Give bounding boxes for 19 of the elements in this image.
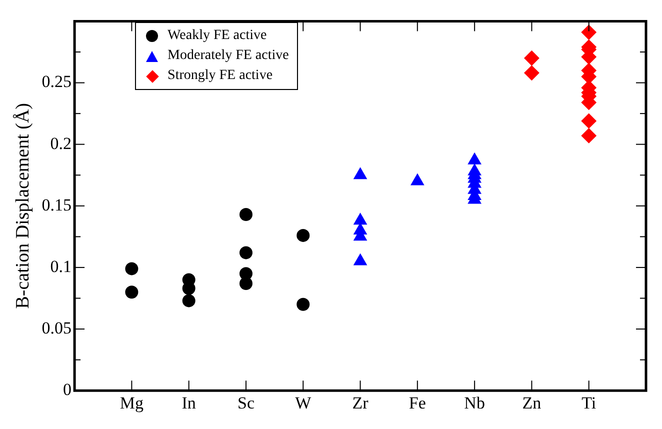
y-axis-title: B-cation Displacement (Å) <box>12 103 34 309</box>
x-tick-label: W <box>295 393 312 412</box>
legend-label: Strongly FE active <box>168 67 273 86</box>
x-tick-label: Fe <box>408 393 426 412</box>
x-tick-label: Nb <box>464 393 485 412</box>
x-tick-label: Zn <box>522 393 542 412</box>
y-tick-label: 0.25 <box>42 72 72 92</box>
x-tick-label: Ti <box>582 393 596 412</box>
x-tick-label: Zr <box>352 393 369 412</box>
x-tick-label: Sc <box>237 393 255 412</box>
y-tick-label: 0.15 <box>42 195 72 214</box>
x-tick-label: Mg <box>120 393 144 412</box>
legend-label: Moderately FE active <box>168 47 289 66</box>
y-tick-label: 0 <box>63 380 72 400</box>
y-tick-label: 0.05 <box>42 318 72 338</box>
y-tick-label: 0.1 <box>50 256 72 276</box>
legend-label: Weakly FE active <box>168 27 267 46</box>
y-tick-label: 0.2 <box>50 134 72 153</box>
x-tick-label: In <box>182 393 196 412</box>
